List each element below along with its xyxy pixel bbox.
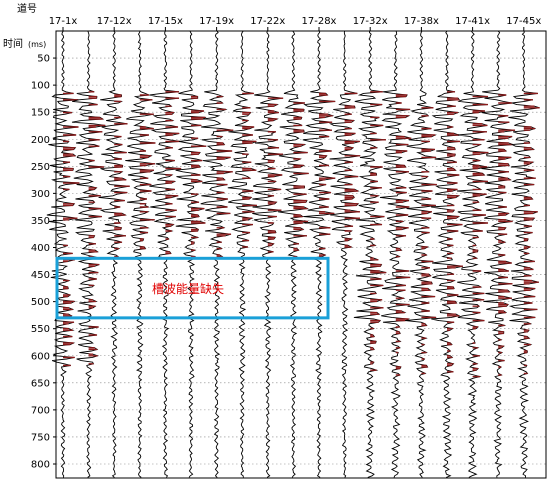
x-tick-label-17-28x: 17-28x — [302, 16, 337, 27]
y-tick-label-800: 800 — [31, 460, 50, 471]
trace-fill-13 — [370, 91, 387, 371]
y-tick-label-100: 100 — [31, 81, 50, 92]
trace-fill-19 — [523, 92, 540, 375]
trace-12 — [328, 30, 361, 478]
trace-fill-10 — [293, 102, 309, 258]
trace-10 — [278, 30, 309, 478]
trace-4 — [125, 30, 156, 478]
x-tick-label-17-45x: 17-45x — [506, 16, 541, 27]
plot-frame — [55, 30, 547, 479]
annotation-box — [55, 256, 330, 320]
y-tick-label-450: 450 — [31, 270, 50, 281]
seismic-traces — [46, 30, 540, 478]
y-axis-title: 时间 — [3, 37, 23, 50]
x-tick-label-17-15x: 17-15x — [148, 16, 183, 27]
trace-11 — [302, 30, 336, 478]
x-tick-label-17-19x: 17-19x — [199, 16, 234, 27]
trace-fill-12 — [344, 92, 361, 248]
trace-15 — [405, 30, 437, 478]
x-tick-label-17-38x: 17-38x — [404, 16, 439, 27]
x-tick-label-17-12x: 17-12x — [97, 16, 132, 27]
trace-5 — [149, 30, 182, 478]
trace-fill-8 — [242, 92, 257, 248]
x-tick-label-17-41x: 17-41x — [455, 16, 490, 27]
y-tick-label-350: 350 — [31, 216, 50, 227]
y-tick-label-150: 150 — [31, 108, 50, 119]
trace-6 — [175, 30, 207, 478]
trace-7 — [200, 30, 234, 478]
trace-fill-14 — [395, 94, 412, 376]
y-tick-label-500: 500 — [31, 297, 50, 308]
y-tick-label-600: 600 — [31, 351, 50, 362]
trace-fill-6 — [191, 95, 207, 259]
trace-fill-18 — [498, 94, 515, 376]
y-tick-label-250: 250 — [31, 162, 50, 173]
x-tick-label-17-1x: 17-1x — [49, 16, 78, 27]
y-tick-label-750: 750 — [31, 432, 50, 443]
trace-fill-17 — [472, 95, 489, 378]
y-tick-label-700: 700 — [31, 405, 50, 416]
trace-8 — [227, 30, 258, 478]
trace-fill-9 — [267, 97, 284, 253]
axes: 50 100 150 200 250 300 350 400 450 500 550 600 650 70… — [31, 16, 547, 479]
trace-fill-16 — [447, 91, 463, 373]
trace-fill-4 — [139, 94, 156, 250]
y-tick-label-200: 200 — [31, 135, 50, 146]
x-axis-title: 道号 — [17, 2, 37, 15]
x-tick-label-17-32x: 17-32x — [353, 16, 388, 27]
annotation-text: 槽波能量缺失 — [152, 281, 224, 296]
y-tick-label-550: 550 — [31, 324, 50, 335]
trace-fill-2 — [88, 91, 106, 365]
trace-fill-5 — [165, 91, 182, 255]
trace-18 — [481, 30, 516, 478]
y-tick-label-650: 650 — [31, 378, 50, 389]
trace-fill-11 — [319, 92, 336, 258]
y-tick-label-50: 50 — [37, 54, 50, 65]
trace-fill-7 — [216, 95, 234, 258]
grid-lines — [56, 57, 546, 465]
y-axis-unit: (ms) — [28, 40, 46, 49]
trace-fill-15 — [421, 107, 437, 375]
x-tick-label-17-22x: 17-22x — [250, 16, 285, 27]
trace-3 — [98, 30, 130, 478]
trace-14 — [379, 30, 412, 478]
y-tick-label-400: 400 — [31, 243, 50, 254]
y-tick-label-300: 300 — [31, 189, 50, 200]
trace-fill-3 — [114, 94, 130, 258]
